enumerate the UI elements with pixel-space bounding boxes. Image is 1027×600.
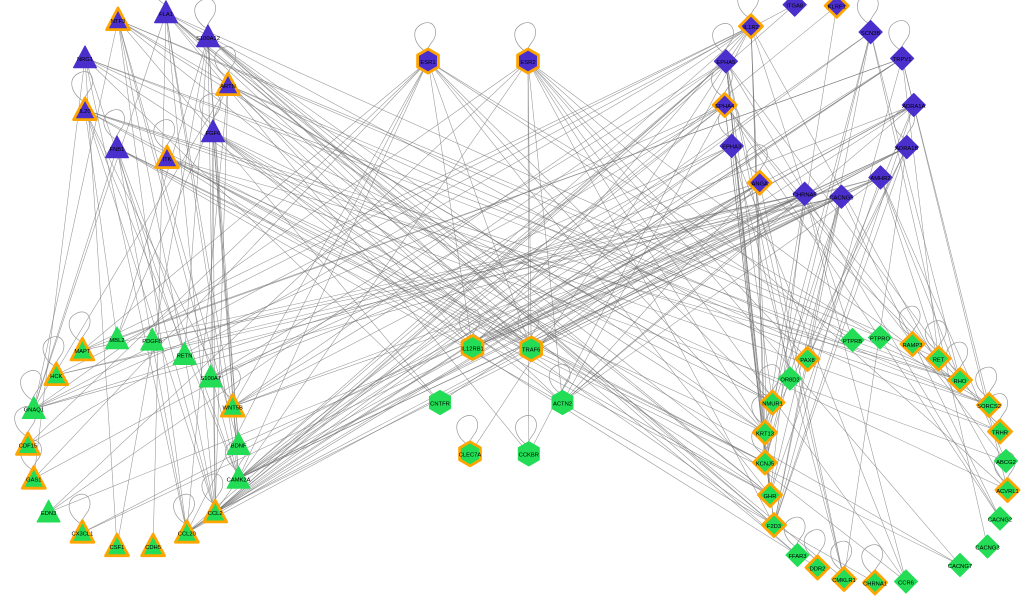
- svg-text:TRHR: TRHR: [992, 430, 1008, 436]
- svg-text:F2D3: F2D3: [767, 524, 781, 530]
- svg-text:OR8D2: OR8D2: [780, 377, 799, 383]
- svg-text:CDH5: CDH5: [145, 545, 161, 551]
- svg-text:BDNF: BDNF: [231, 444, 247, 450]
- svg-text:ITK: ITK: [162, 157, 171, 163]
- svg-text:CDF15: CDF15: [19, 444, 37, 450]
- svg-text:WNT5B: WNT5B: [223, 405, 243, 411]
- svg-text:CLEC7A: CLEC7A: [459, 453, 482, 459]
- svg-text:DDR2: DDR2: [810, 566, 826, 572]
- svg-text:NMUR1: NMUR1: [762, 401, 783, 407]
- svg-text:GAS1: GAS1: [26, 477, 41, 483]
- svg-text:ARTN: ARTN: [220, 84, 236, 90]
- svg-text:ACTN2: ACTN2: [553, 401, 572, 407]
- svg-text:PAX8: PAX8: [800, 358, 814, 364]
- svg-text:ACVRL1: ACVRL1: [996, 489, 1019, 495]
- svg-text:GNAQ1: GNAQ1: [24, 408, 44, 414]
- svg-text:ANGA: ANGA: [751, 182, 768, 188]
- svg-text:SORCS2: SORCS2: [977, 404, 1001, 410]
- svg-text:FLA1: FLA1: [159, 12, 173, 18]
- svg-text:TRPV1: TRPV1: [893, 57, 912, 63]
- svg-text:CX3CL1: CX3CL1: [71, 531, 93, 537]
- svg-text:ESR2: ESR2: [520, 60, 535, 66]
- svg-text:FFAR3: FFAR3: [788, 554, 806, 560]
- svg-text:CHRNA5: CHRNA5: [793, 193, 817, 199]
- svg-text:RET: RET: [933, 357, 945, 363]
- svg-text:EPHA5: EPHA5: [716, 60, 735, 66]
- svg-text:KRT13: KRT13: [756, 431, 774, 437]
- svg-text:CMKLR1: CMKLR1: [832, 578, 856, 584]
- svg-text:PTPRB: PTPRB: [843, 339, 862, 345]
- svg-text:MBL2: MBL2: [109, 338, 124, 344]
- svg-text:IL1R2: IL1R2: [743, 25, 758, 31]
- svg-text:MAPT: MAPT: [74, 349, 91, 355]
- svg-text:S100A12: S100A12: [196, 36, 220, 42]
- svg-text:RHO: RHO: [954, 379, 967, 385]
- svg-text:FNB1: FNB1: [110, 147, 125, 153]
- svg-text:NRG1: NRG1: [77, 57, 93, 63]
- svg-text:EPHA3: EPHA3: [722, 145, 741, 151]
- svg-text:CACNG5: CACNG5: [829, 196, 853, 202]
- svg-text:CSF1: CSF1: [110, 545, 125, 551]
- svg-text:TRAF6: TRAF6: [522, 348, 540, 354]
- svg-text:PDGFB: PDGFB: [142, 339, 162, 345]
- svg-text:ABCG2: ABCG2: [996, 460, 1016, 466]
- svg-text:FGF6: FGF6: [206, 131, 221, 137]
- svg-text:HCK: HCK: [50, 374, 62, 380]
- svg-text:CCL20: CCL20: [178, 531, 196, 537]
- svg-text:EPHA4: EPHA4: [715, 104, 735, 110]
- svg-text:ESR1: ESR1: [420, 60, 435, 66]
- svg-text:RAMP3: RAMP3: [903, 343, 923, 349]
- svg-text:CAMK2A: CAMK2A: [227, 477, 251, 483]
- svg-text:CACNG7: CACNG7: [948, 564, 972, 570]
- svg-text:CCL2: CCL2: [208, 511, 223, 517]
- svg-text:IL12RB1: IL12RB1: [461, 346, 484, 352]
- svg-text:IL20: IL20: [79, 109, 90, 115]
- svg-text:PTPRO: PTPRO: [870, 336, 890, 342]
- svg-text:SCN3B: SCN3B: [861, 31, 880, 37]
- svg-text:AMHR2: AMHR2: [870, 176, 890, 182]
- svg-text:ADRA1B: ADRA1B: [895, 146, 918, 152]
- svg-text:ITGA8: ITGA8: [786, 4, 803, 10]
- svg-text:CACNG3: CACNG3: [975, 545, 999, 551]
- svg-text:CCKBR: CCKBR: [519, 453, 539, 459]
- svg-text:RETN: RETN: [177, 354, 193, 360]
- svg-text:CHRNA1: CHRNA1: [863, 581, 887, 587]
- svg-text:ADRA1A: ADRA1A: [902, 104, 925, 110]
- svg-text:NTF3: NTF3: [111, 19, 126, 25]
- svg-text:CNTFR: CNTFR: [430, 401, 450, 407]
- svg-text:CACNG2: CACNG2: [988, 517, 1012, 523]
- svg-text:KCNJ5: KCNJ5: [756, 461, 774, 467]
- svg-text:GHR: GHR: [764, 494, 777, 500]
- svg-text:S100A7: S100A7: [200, 376, 221, 382]
- svg-text:KLRF1: KLRF1: [828, 5, 846, 11]
- svg-text:EDN3: EDN3: [41, 511, 56, 517]
- svg-text:CCR6: CCR6: [898, 580, 914, 586]
